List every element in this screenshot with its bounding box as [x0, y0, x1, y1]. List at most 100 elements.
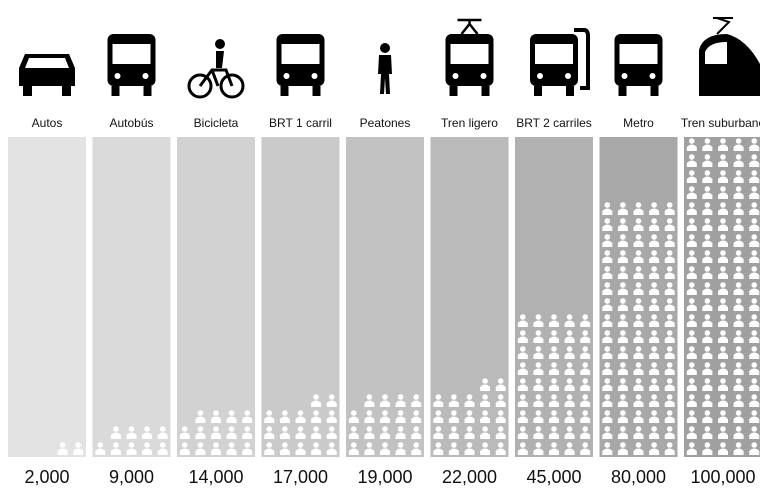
person-head — [666, 362, 673, 368]
person-body — [480, 416, 491, 423]
person-body — [718, 288, 728, 295]
person-head — [551, 442, 557, 448]
person-head — [159, 426, 166, 432]
person-body — [179, 448, 190, 455]
person-head — [735, 346, 742, 352]
person-head — [651, 394, 657, 400]
person-head — [666, 266, 673, 272]
person-head — [635, 314, 642, 320]
value-label: 9,000 — [109, 467, 154, 487]
person-head — [59, 442, 66, 448]
person-head — [651, 330, 657, 336]
icon-wheel — [449, 86, 458, 96]
person-body — [549, 400, 559, 407]
person-body — [649, 352, 660, 359]
person-head — [551, 378, 557, 384]
person-head — [666, 218, 673, 224]
person-head — [313, 442, 319, 448]
person-body — [702, 272, 713, 279]
person-head — [704, 426, 711, 432]
person-body — [686, 384, 697, 391]
person-body — [649, 208, 660, 215]
icon-window — [281, 44, 320, 64]
icon-wheel — [219, 73, 245, 99]
person-body — [664, 272, 675, 279]
person-body — [686, 400, 697, 407]
person-head — [689, 346, 695, 352]
person-body — [633, 224, 644, 231]
person-body — [649, 240, 660, 247]
person-body — [533, 368, 544, 375]
person-head — [704, 234, 711, 240]
person-head — [720, 378, 726, 384]
person-head — [651, 218, 657, 224]
person-body — [733, 272, 744, 279]
person-head — [620, 442, 626, 448]
person-head — [582, 442, 588, 448]
person-head — [720, 394, 726, 400]
person-head — [482, 442, 488, 448]
person-head — [497, 378, 504, 384]
person-body — [702, 304, 713, 311]
person-head — [735, 282, 742, 288]
person-head — [635, 202, 642, 208]
icon-wheel — [534, 86, 542, 96]
person-head — [582, 410, 588, 416]
icon-window — [450, 44, 489, 64]
person-head — [720, 282, 726, 288]
person-head — [751, 314, 757, 320]
person-body — [364, 416, 375, 423]
person-head — [213, 410, 219, 416]
person-body — [480, 384, 491, 391]
person-head — [313, 410, 319, 416]
person-head — [266, 442, 273, 448]
person-head — [704, 250, 711, 256]
person-body — [617, 288, 628, 295]
person-head — [651, 410, 657, 416]
icon-wheel — [618, 86, 627, 96]
person-body — [380, 400, 390, 407]
person-body — [702, 224, 713, 231]
person-head — [720, 410, 726, 416]
person-body — [617, 400, 628, 407]
person-head — [113, 442, 119, 448]
person-head — [720, 250, 726, 256]
icon-light — [537, 73, 543, 79]
person-head — [413, 442, 420, 448]
person-body — [602, 352, 613, 359]
icon-wheel — [566, 86, 574, 96]
person-body — [664, 304, 675, 311]
icon-window — [619, 44, 658, 64]
icon-body — [699, 34, 760, 96]
person-head — [144, 426, 150, 432]
icon-light — [311, 73, 318, 79]
person-head — [651, 266, 657, 272]
person-head — [720, 170, 726, 176]
person-head — [466, 426, 473, 432]
person-body — [686, 240, 697, 247]
person-head — [620, 426, 626, 432]
person-head — [735, 362, 742, 368]
person-body — [733, 368, 744, 375]
icon-light — [142, 73, 149, 79]
person-body — [733, 400, 744, 407]
person-body — [733, 192, 744, 199]
person-head — [666, 282, 673, 288]
person-head — [620, 410, 626, 416]
person-body — [686, 144, 697, 151]
person-body — [718, 448, 728, 455]
person-body — [549, 368, 559, 375]
icon-window — [112, 44, 151, 64]
person-head — [520, 378, 526, 384]
person-body — [295, 448, 306, 455]
person-head — [689, 170, 695, 176]
person-body — [380, 448, 390, 455]
person-body — [480, 448, 491, 455]
person-head — [735, 186, 742, 192]
person-head — [620, 330, 626, 336]
person-head — [651, 314, 657, 320]
person-head — [651, 202, 657, 208]
person-head — [720, 362, 726, 368]
person-body — [702, 288, 713, 295]
person-head — [466, 394, 473, 400]
